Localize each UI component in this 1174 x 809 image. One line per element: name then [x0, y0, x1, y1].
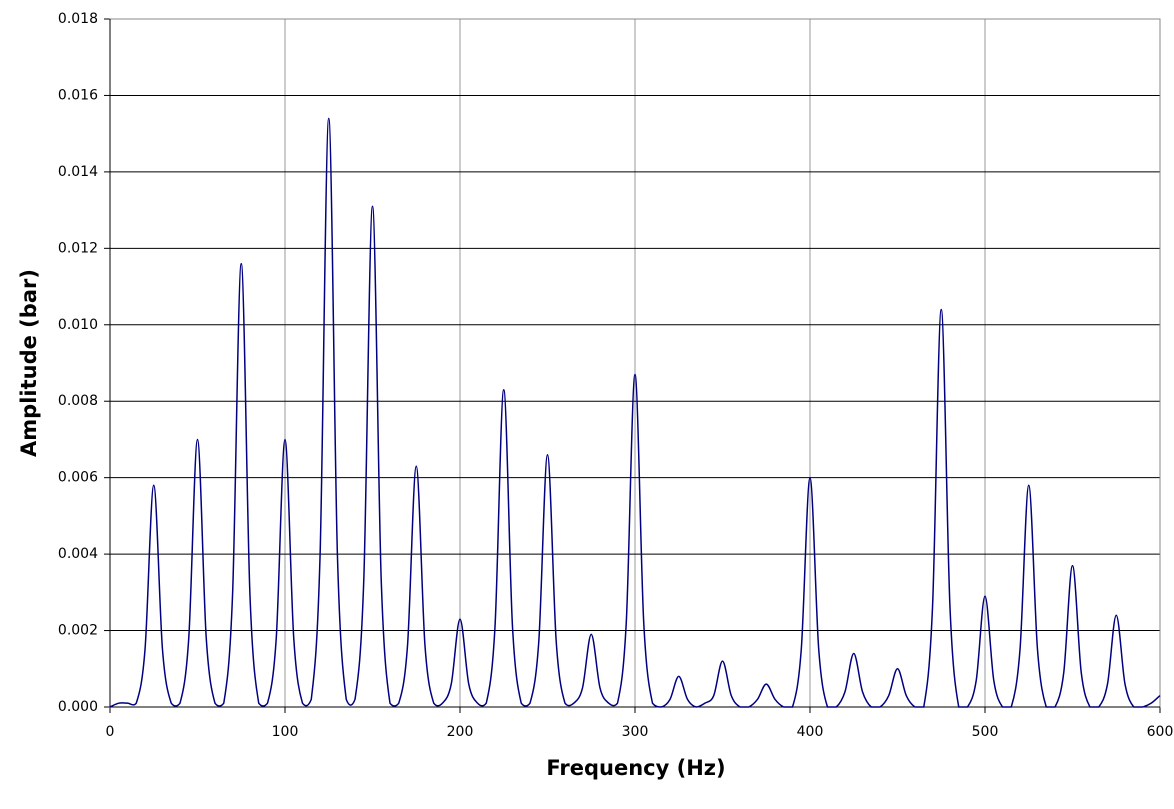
x-tick-label: 100 [272, 724, 299, 740]
y-tick-label: 0.008 [58, 393, 98, 409]
x-tick-label: 0 [106, 724, 115, 740]
x-tick-label: 600 [1147, 724, 1174, 740]
x-tick-label: 200 [447, 724, 474, 740]
data-line [109, 117, 1161, 708]
x-tick-label: 400 [797, 724, 824, 740]
y-tick-label: 0.010 [58, 317, 98, 333]
x-tick-label: 500 [972, 724, 999, 740]
y-tick-label: 0.016 [58, 87, 98, 103]
y-tick-label: 0.014 [58, 164, 98, 180]
y-tick-label: 0.004 [58, 546, 98, 562]
y-tick-label: 0.012 [58, 240, 98, 256]
x-axis-label: Frequency (Hz) [546, 756, 725, 780]
x-tick-label: 300 [622, 724, 649, 740]
y-tick-label: 0.018 [58, 11, 98, 27]
y-axis-label: Amplitude (bar) [17, 269, 41, 457]
y-tick-label: 0.006 [58, 470, 98, 486]
y-tick-label: 0.002 [58, 623, 98, 639]
y-tick-label: 0.000 [58, 699, 98, 715]
